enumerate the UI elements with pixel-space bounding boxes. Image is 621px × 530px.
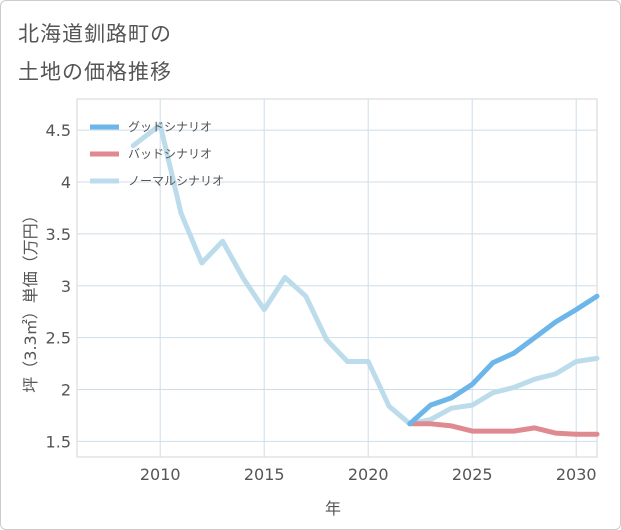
- series-line-0: [407, 293, 600, 427]
- y-tick-label: 3: [61, 277, 71, 296]
- x-tick-label: 2015: [244, 465, 285, 484]
- y-axis-label: 坪（3.3㎡）単価（万円）: [21, 207, 40, 392]
- legend-label: グッドシナリオ: [128, 120, 212, 134]
- plot-area: [76, 98, 598, 458]
- series-line-2: [130, 122, 600, 427]
- legend-label: ノーマルシナリオ: [128, 174, 224, 188]
- y-tick-label: 2: [61, 381, 71, 400]
- series-lines: [130, 122, 600, 437]
- y-tick-label: 2.5: [46, 329, 71, 348]
- x-tick-label: 2010: [140, 465, 181, 484]
- x-tick-label: 2020: [348, 465, 389, 484]
- axes: 2010 2015 2020 2025 2030 1.5 2 2.5 3 3.5 4 4.5: [46, 121, 597, 484]
- y-tick-label: 1.5: [46, 432, 71, 451]
- y-tick-label: 3.5: [46, 225, 71, 244]
- y-tick-label: 4.5: [46, 121, 71, 140]
- chart-title-line-1: 北海道釧路町の: [18, 22, 172, 46]
- series-line-1: [407, 421, 600, 437]
- y-tick-label: 4: [61, 173, 71, 192]
- x-axis-label: 年: [325, 499, 341, 518]
- x-tick-label: 2025: [452, 465, 493, 484]
- x-tick-label: 2030: [556, 465, 597, 484]
- legend-label: バッドシナリオ: [128, 147, 212, 161]
- chart-title-line-2: 土地の価格推移: [18, 60, 172, 84]
